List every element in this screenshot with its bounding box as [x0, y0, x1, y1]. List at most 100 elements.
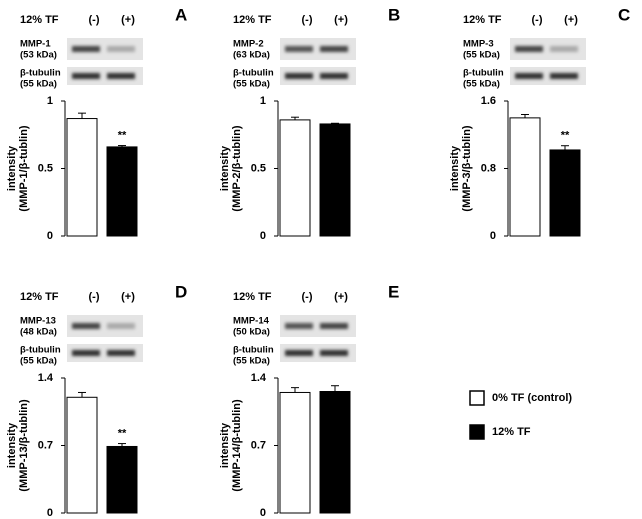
blot-sublabel: (50 kDa): [233, 327, 270, 338]
y-axis-label: (MMP-14/β-tublin): [231, 399, 243, 492]
legend-label: 12% TF: [492, 426, 531, 438]
blot-label: MMP-3: [463, 39, 494, 50]
y-axis-label: (MMP-2/β-tublin): [231, 125, 243, 211]
bar: [106, 146, 138, 237]
legend-swatch: [469, 390, 485, 406]
y-tick-label: 0: [47, 230, 53, 242]
blot-band: [107, 73, 135, 79]
blot-label: β-tubulin: [20, 68, 61, 79]
y-axis-label: intensity: [449, 145, 461, 191]
blot-band: [72, 73, 100, 79]
blot-sublabel: (55 kDa): [20, 79, 57, 90]
lane-label: (+): [334, 14, 348, 26]
lane-label: (+): [121, 14, 135, 26]
blot-background: [280, 315, 356, 337]
blot-label: MMP-13: [20, 316, 56, 327]
panel-letter: A: [175, 5, 187, 24]
blot-sublabel: (63 kDa): [233, 50, 270, 61]
panel-letter: B: [388, 5, 400, 24]
y-tick-label: 0: [260, 507, 266, 519]
blot-background: [280, 344, 356, 362]
blot-band: [72, 323, 100, 329]
blot-sublabel: (53 kDa): [20, 50, 57, 61]
y-tick-label: 0.7: [38, 439, 53, 451]
blot-sublabel: (55 kDa): [233, 356, 270, 367]
bar: [509, 117, 541, 237]
bar: [319, 123, 351, 237]
lane-label: (-): [302, 14, 313, 26]
blot-band: [107, 323, 135, 329]
blot-band: [515, 46, 543, 52]
blot-background: [510, 38, 586, 60]
treatment-label: 12% TF: [463, 14, 502, 26]
treatment-label: 12% TF: [20, 14, 59, 26]
panel: 12% TF (-) (+) D MMP-13(48 kDa) β-tubulin(55 …: [6, 282, 187, 518]
blot-sublabel: (55 kDa): [20, 356, 57, 367]
blot-background: [67, 315, 143, 337]
blot-band: [320, 73, 348, 79]
y-axis-label: intensity: [219, 422, 231, 468]
blot-band: [107, 46, 135, 52]
y-tick-label: 0.8: [481, 162, 496, 174]
lane-label: (-): [302, 291, 313, 303]
significance: **: [118, 129, 127, 141]
blot-label: β-tubulin: [233, 345, 274, 356]
y-axis-label: intensity: [6, 422, 18, 468]
y-tick-label: 0: [47, 507, 53, 519]
blot-band: [320, 350, 348, 356]
panel: 12% TF (-) (+) B MMP-2(63 kDa) β-tubulin(55 k…: [219, 5, 400, 241]
blot-background: [280, 67, 356, 85]
blot-label: MMP-14: [233, 316, 270, 327]
blot-sublabel: (55 kDa): [233, 79, 270, 90]
treatment-label: 12% TF: [20, 291, 59, 303]
blot-background: [67, 344, 143, 362]
lane-label: (+): [564, 14, 578, 26]
y-tick-label: 1: [47, 95, 53, 107]
blot-sublabel: (55 kDa): [463, 50, 500, 61]
y-axis-label: intensity: [6, 145, 18, 191]
bar: [66, 396, 98, 514]
panel: 12% TF (-) (+) E MMP-14(50 kDa) β-tubulin(55 …: [219, 282, 399, 518]
y-tick-label: 0.7: [251, 439, 266, 451]
blot-background: [280, 38, 356, 60]
panel-letter: E: [388, 282, 399, 301]
blot-label: MMP-2: [233, 39, 264, 50]
y-axis-label: (MMP-1/β-tublin): [18, 125, 30, 211]
significance: **: [118, 427, 127, 439]
blot-background: [67, 38, 143, 60]
blot-band: [550, 73, 578, 79]
y-axis-label: (MMP-13/β-tublin): [18, 399, 30, 492]
blot-sublabel: (48 kDa): [20, 327, 57, 338]
blot-band: [550, 46, 578, 52]
lane-label: (+): [121, 291, 135, 303]
blot-band: [320, 46, 348, 52]
y-tick-label: 0: [490, 230, 496, 242]
y-tick-label: 1: [260, 95, 266, 107]
y-tick-label: 1.4: [251, 372, 267, 384]
legend-label: 0% TF (control): [492, 392, 572, 404]
bar: [66, 118, 98, 237]
lane-label: (-): [532, 14, 543, 26]
treatment-label: 12% TF: [233, 291, 272, 303]
y-tick-label: 0: [260, 230, 266, 242]
blot-label: MMP-1: [20, 39, 51, 50]
significance: **: [561, 130, 570, 142]
blot-background: [67, 67, 143, 85]
treatment-label: 12% TF: [233, 14, 272, 26]
legend-swatch: [469, 424, 485, 440]
y-tick-label: 0.5: [38, 162, 53, 174]
y-tick-label: 1.6: [481, 95, 496, 107]
blot-band: [285, 323, 313, 329]
blot-band: [72, 46, 100, 52]
blot-band: [320, 323, 348, 329]
blot-band: [107, 350, 135, 356]
panel-letter: C: [618, 5, 630, 24]
y-tick-label: 0.5: [251, 162, 266, 174]
y-tick-label: 1.4: [38, 372, 54, 384]
bar: [279, 391, 311, 514]
blot-band: [72, 350, 100, 356]
blot-band: [285, 73, 313, 79]
panel-letter: D: [175, 282, 187, 301]
